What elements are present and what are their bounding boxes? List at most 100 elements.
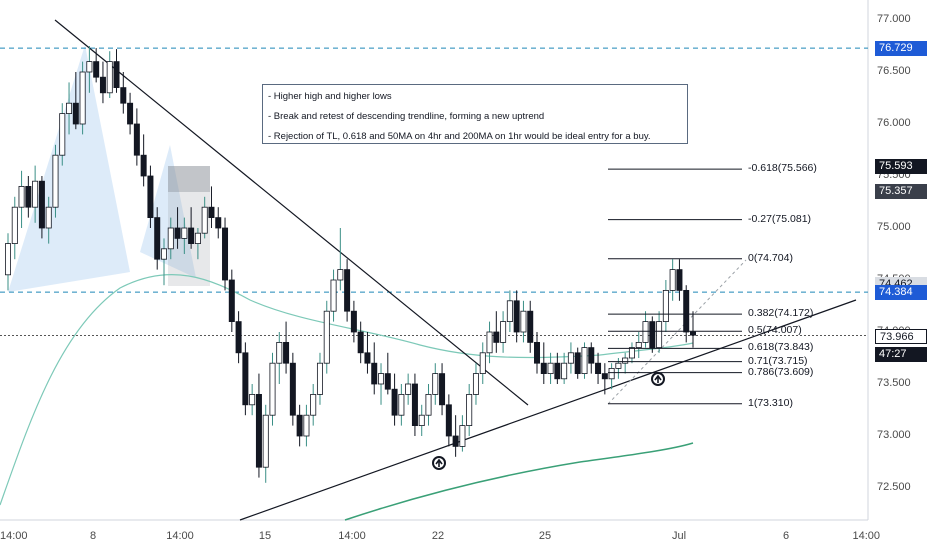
candle-body — [330, 279, 337, 312]
candle-body — [513, 300, 520, 333]
candle-body — [527, 310, 534, 343]
candle-body — [66, 102, 73, 114]
candle-body — [113, 61, 120, 88]
candle-body — [391, 388, 398, 416]
candle-body — [547, 362, 554, 375]
candle-body — [506, 300, 513, 322]
candle-body — [581, 347, 588, 375]
candle-body — [405, 383, 412, 395]
candle-body — [120, 87, 127, 104]
time-tick-label: 14:00 — [338, 530, 366, 542]
candle-body — [79, 71, 86, 125]
note-line-2: - Break and retest of descending trendli… — [268, 111, 545, 122]
candle-body — [32, 180, 39, 208]
candle-body — [215, 217, 222, 229]
candle-body — [201, 206, 208, 234]
candle-body — [683, 289, 690, 333]
candle-body — [249, 393, 256, 406]
time-tick-label: 14:00 — [852, 530, 880, 542]
candle-body — [520, 310, 527, 333]
candle-body — [133, 123, 140, 156]
candle-body — [52, 154, 59, 208]
time-tick-label: 6 — [782, 530, 790, 542]
price-tick-label: 75.000 — [877, 221, 911, 233]
time-tick-label: Jul — [671, 530, 687, 542]
candle-body — [452, 435, 459, 447]
candle-body — [635, 341, 642, 348]
note-line-3: - Rejection of TL, 0.618 and 50MA on 4hr… — [268, 131, 651, 142]
candle-body — [242, 352, 249, 406]
candle-body — [262, 414, 269, 468]
candle-body — [269, 362, 276, 416]
candle-body — [690, 331, 697, 336]
range-box-top — [168, 166, 210, 192]
note-line-1: - Higher high and higher lows — [268, 91, 392, 102]
candle-body — [493, 331, 500, 343]
candle-body — [601, 373, 608, 380]
candle-body — [615, 362, 622, 369]
candle-body — [127, 102, 134, 125]
arrow-up-icon — [432, 456, 446, 470]
candle-body — [310, 393, 317, 416]
candle-body — [364, 352, 371, 364]
arrow-up-icon — [651, 372, 665, 386]
price-tag: 75.593 — [875, 159, 927, 175]
candle-body — [486, 331, 493, 354]
candle-body — [398, 393, 405, 416]
candle-body — [283, 341, 290, 364]
price-tag: 76.729 — [875, 41, 927, 57]
candle-body — [316, 362, 323, 395]
price-tick-label: 72.500 — [877, 481, 911, 493]
candle-body — [378, 373, 385, 385]
candle-body — [384, 373, 391, 390]
candle-body — [86, 61, 93, 73]
price-tag: 73.966 — [875, 328, 927, 344]
candle-body — [154, 217, 161, 260]
price-tag: 74.384 — [875, 285, 927, 301]
price-tick-label: 73.000 — [877, 429, 911, 441]
candle-body — [181, 227, 188, 239]
fib-level-label: 0.71(73.715) — [748, 354, 808, 367]
candle-body — [11, 206, 18, 244]
price-tag: 47:27 — [875, 346, 927, 362]
time-tick-label: 22 — [431, 530, 445, 542]
fib-level-label: 1(73.310) — [748, 396, 793, 409]
candle-body — [432, 373, 439, 395]
descending-trendline — [54, 19, 529, 406]
candle-body — [642, 321, 649, 343]
ma-200-line — [344, 442, 694, 521]
candle-body — [662, 289, 669, 322]
candle-body — [656, 321, 663, 349]
ma-50-line — [0, 273, 694, 506]
candle-body — [106, 61, 113, 94]
candle-body — [222, 227, 229, 281]
candle-body — [93, 61, 100, 78]
candle-body — [99, 76, 106, 94]
candle-body — [472, 373, 479, 395]
candle-body — [323, 310, 330, 364]
candle-body — [337, 269, 344, 281]
candle-body — [147, 175, 154, 218]
fib-level-label: 0.382(74.172) — [748, 307, 814, 320]
candle-body — [255, 393, 262, 468]
candle-body — [628, 347, 635, 359]
candle-body — [350, 310, 357, 333]
candle-body — [608, 367, 615, 380]
candle-body — [235, 321, 242, 354]
time-tick-label: 14:00 — [166, 530, 194, 542]
candle-body — [676, 269, 683, 291]
candle-body — [228, 279, 235, 322]
candle-body — [140, 154, 147, 177]
candle-body — [167, 227, 174, 250]
analysis-note[interactable]: - Higher high and higher lows - Break an… — [262, 84, 688, 144]
candle-body — [25, 185, 32, 208]
candle-body — [425, 393, 432, 416]
candle-body — [160, 248, 167, 260]
candle-body — [595, 362, 602, 375]
candle-body — [344, 269, 351, 312]
candle-body — [540, 362, 547, 375]
candle-body — [534, 341, 541, 364]
candle-body — [371, 362, 378, 385]
pattern-shape-right — [140, 145, 196, 278]
